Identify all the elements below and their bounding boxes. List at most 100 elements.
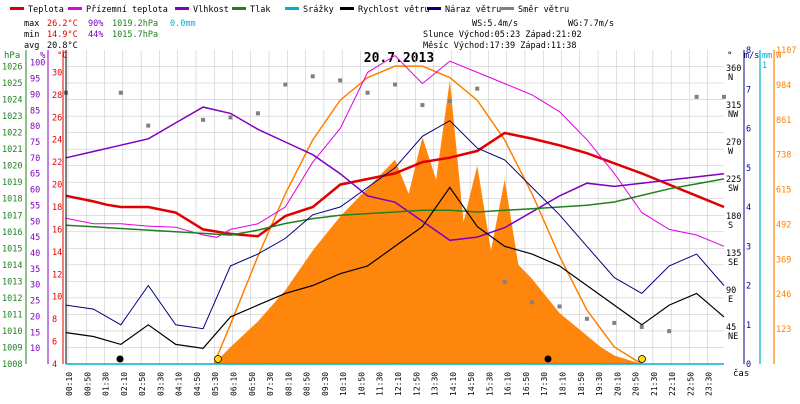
x-tick: 02:10: [120, 372, 129, 396]
point-smer: [393, 82, 397, 87]
percent-tick: 75: [30, 138, 40, 148]
legend-label-vlhkost: Vlhkost: [193, 5, 229, 15]
percent-tick: 40: [30, 249, 40, 259]
legend-label-teplota: Teplota: [28, 5, 64, 15]
point-smer: [338, 78, 343, 83]
ms-tick: 4: [746, 203, 751, 213]
stats-box: max 26.2°C 90% 1019.2hPa 0.0mm min 14.9°…: [24, 19, 614, 51]
celsius-tick: 18: [52, 203, 62, 213]
degree-tick: 315: [726, 101, 741, 111]
x-tick: 20:50: [632, 372, 641, 396]
percent-tick: 30: [30, 281, 40, 291]
degree-tick: 90: [726, 286, 736, 296]
point-smer: [584, 316, 589, 321]
moon-set-icon: [116, 355, 124, 363]
max-hum: 90%: [88, 19, 103, 29]
direction-label: SW: [728, 184, 739, 194]
direction-label: NE: [728, 332, 738, 342]
hpa-axis-label: hPa: [4, 51, 20, 61]
point-smer: [612, 320, 617, 325]
percent-axis-label: %: [40, 51, 46, 61]
series-teplota: [65, 131, 725, 238]
hpa-tick: 1017: [2, 211, 22, 221]
x-tick: 18:10: [559, 372, 568, 396]
direction-label: E: [728, 295, 733, 305]
x-tick: 10:10: [339, 372, 348, 396]
hpa-tick: 1014: [2, 261, 22, 271]
hpa-tick: 1026: [2, 63, 22, 73]
direction-label: SE: [728, 258, 738, 268]
x-tick: 03:30: [156, 372, 165, 396]
point-smer: [365, 90, 370, 95]
point-smer: [530, 300, 535, 305]
w-tick: 738: [776, 151, 791, 161]
ms-tick: 3: [746, 242, 751, 252]
percent-tick: 20: [30, 312, 40, 322]
w-tick: 984: [776, 81, 791, 91]
point-smer: [475, 86, 480, 91]
hpa-tick: 1010: [2, 327, 22, 337]
legend-label-tlak: Tlak: [250, 5, 270, 15]
percent-tick: 100: [30, 59, 45, 69]
theoretical-radiation-line: [213, 65, 643, 365]
x-tick: 13:30: [431, 372, 440, 396]
legend-swatch-tlak: [232, 7, 246, 10]
ms-tick: 2: [746, 282, 751, 292]
legend: Teplota Přízemní teplota Vlhkost Tlak Srážky…: [10, 5, 569, 15]
percent-tick: 90: [30, 90, 40, 100]
hpa-tick: 1009: [2, 343, 22, 353]
legend-swatch-teplota: [10, 7, 24, 10]
hpa-tick: 1012: [2, 294, 22, 304]
degree-axis-label: °: [727, 51, 732, 61]
min-hum: 44%: [88, 30, 103, 40]
chart-title: 20.7.2013: [364, 51, 434, 66]
ms-tick: 5: [746, 164, 751, 174]
percent-tick: 25: [30, 297, 40, 307]
celsius-tick: 30: [52, 68, 62, 78]
celsius-tick: 22: [52, 158, 62, 168]
x-tick: 00:10: [65, 372, 74, 396]
legend-label-srazky: Srážky: [303, 5, 334, 15]
hpa-tick: 1020: [2, 162, 22, 172]
hpa-tick: 1025: [2, 79, 22, 89]
legend-swatch-prizemni: [68, 7, 82, 10]
percent-tick: 70: [30, 154, 40, 164]
x-tick: 14:50: [467, 372, 476, 396]
celsius-tick: 4: [52, 360, 57, 370]
legend-swatch-rychlost: [340, 7, 354, 10]
direction-label: W: [728, 147, 734, 157]
series-tlak: [65, 178, 725, 236]
x-tick: 06:10: [230, 372, 239, 396]
x-tick: 18:50: [577, 372, 586, 396]
w-tick: 369: [776, 255, 791, 265]
hpa-tick: 1021: [2, 145, 22, 155]
series-prizemni: [65, 54, 725, 247]
point-smer: [694, 94, 699, 99]
max-rain: 0.0mm: [170, 19, 196, 29]
point-smer: [118, 90, 123, 95]
celsius-tick: 28: [52, 91, 62, 101]
x-tick: 04:50: [193, 372, 202, 396]
series-lines: [64, 54, 726, 349]
point-smer: [557, 304, 562, 309]
percent-tick: 95: [30, 75, 40, 85]
percent-tick: 60: [30, 186, 40, 196]
series-naraz: [65, 120, 725, 330]
w-tick: 123: [776, 325, 791, 335]
percent-tick: 50: [30, 217, 40, 227]
hpa-tick: 1022: [2, 129, 22, 139]
percent-tick: 10: [30, 344, 40, 354]
celsius-tick: 26: [52, 113, 62, 123]
hpa-tick: 1015: [2, 244, 22, 254]
degree-tick: 270: [726, 138, 741, 148]
wind-speed-stat: WS:5.4m/s: [472, 19, 518, 29]
degree-tick: 180: [726, 212, 741, 222]
sun-moon-markers: [66, 355, 724, 365]
x-tick: 12:10: [394, 372, 403, 396]
point-smer: [447, 98, 452, 103]
celsius-tick: 20: [52, 181, 62, 191]
x-tick: 01:30: [102, 372, 111, 396]
w-tick: 246: [776, 290, 791, 300]
